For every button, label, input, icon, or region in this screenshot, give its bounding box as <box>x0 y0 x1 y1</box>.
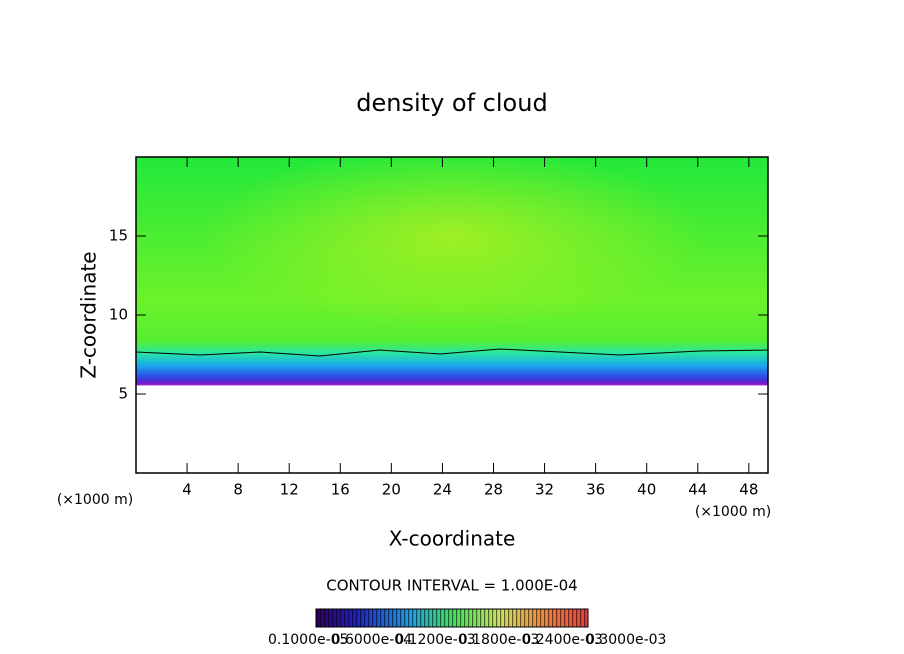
x-axis-label: X-coordinate <box>389 527 516 551</box>
colorbar-label: 0.2400e-03 <box>522 632 602 648</box>
x-tick-label: 40 <box>637 481 656 499</box>
x-tick-label: 24 <box>433 481 452 499</box>
y-tick-label: 10 <box>109 306 128 324</box>
colorbar-label: 0.1000e-05 <box>268 632 348 648</box>
x-tick-label: 44 <box>688 481 707 499</box>
x-tick-label: 16 <box>331 481 350 499</box>
colorbar-label: 0.1800e-03 <box>459 632 539 648</box>
y-unit: (×1000 m) <box>57 492 133 508</box>
field-glow <box>136 157 768 387</box>
x-unit: (×1000 m) <box>695 504 771 520</box>
contour <box>135 348 769 357</box>
y-tick-label: 5 <box>118 385 128 403</box>
x-tick-label: 32 <box>535 481 554 499</box>
colorbar-label: 0.6000e-04 <box>332 632 413 648</box>
colorbar-label: 0.1200e-03 <box>395 632 475 648</box>
contour-note: CONTOUR INTERVAL = 1.000E-04 <box>326 577 577 595</box>
colorbar-label: 0.3000e-03 <box>586 632 666 648</box>
x-tick-label: 8 <box>233 481 243 499</box>
colorbar-frame <box>315 608 589 628</box>
colorbar-cells <box>316 609 588 627</box>
x-tick-label: 20 <box>382 481 401 499</box>
x-tick-label: 36 <box>586 481 605 499</box>
x-tick-label: 28 <box>484 481 503 499</box>
x-tick-label: 4 <box>182 481 192 499</box>
chart-title: density of cloud <box>356 89 547 117</box>
x-tick-label: 12 <box>280 481 299 499</box>
y-tick-label: 15 <box>109 227 128 245</box>
x-tick-label: 48 <box>739 481 758 499</box>
y-axis-label: Z-coordinate <box>77 251 101 378</box>
